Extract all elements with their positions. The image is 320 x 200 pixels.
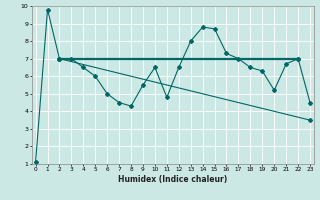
X-axis label: Humidex (Indice chaleur): Humidex (Indice chaleur) xyxy=(118,175,228,184)
